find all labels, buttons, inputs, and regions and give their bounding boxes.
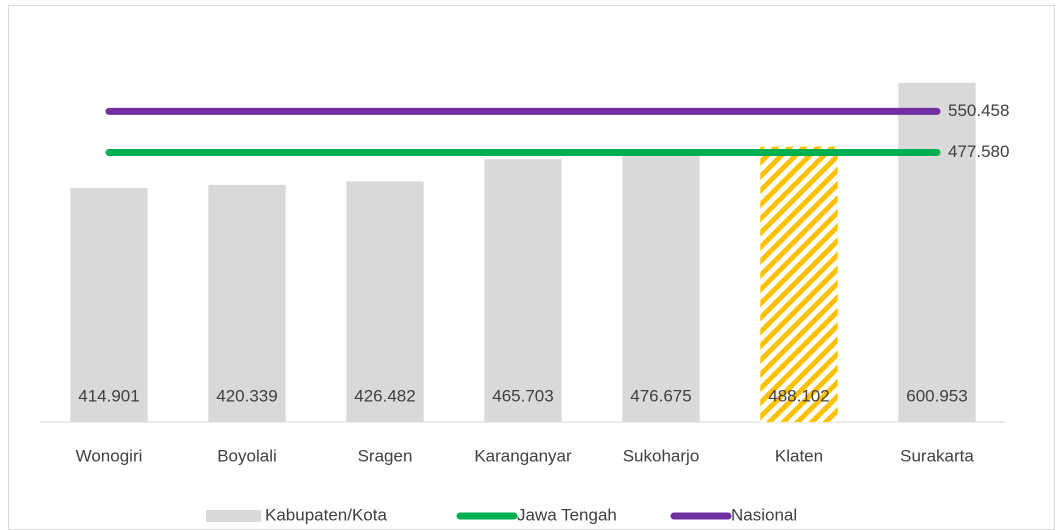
data-label: 477.580 [948, 142, 1009, 161]
bar [898, 82, 976, 422]
legend-label: Nasional [731, 505, 797, 524]
x-tick-label: Klaten [775, 446, 823, 465]
x-tick-label: Sragen [358, 446, 413, 465]
x-tick-label: Surakarta [900, 446, 974, 465]
x-tick-label: Sukoharjo [623, 446, 700, 465]
data-label: 600.953 [906, 386, 967, 405]
data-label: 426.482 [354, 386, 415, 405]
legend-label: Jawa Tengah [517, 505, 617, 524]
data-label: 465.703 [492, 386, 553, 405]
bar [760, 146, 838, 422]
x-tick-label: Karanganyar [474, 446, 572, 465]
bar [208, 184, 286, 422]
data-label: 420.339 [216, 386, 277, 405]
x-tick-label: Boyolali [217, 446, 277, 465]
bar [484, 159, 562, 422]
legend-swatch [206, 510, 261, 522]
data-label: 414.901 [78, 386, 139, 405]
bar [70, 187, 148, 422]
data-label: 488.102 [768, 386, 829, 405]
data-label: 476.675 [630, 386, 691, 405]
data-label: 550.458 [948, 101, 1009, 120]
x-tick-label: Wonogiri [76, 446, 143, 465]
legend-label: Kabupaten/Kota [265, 505, 387, 524]
bar [346, 181, 424, 422]
bar [622, 153, 700, 422]
